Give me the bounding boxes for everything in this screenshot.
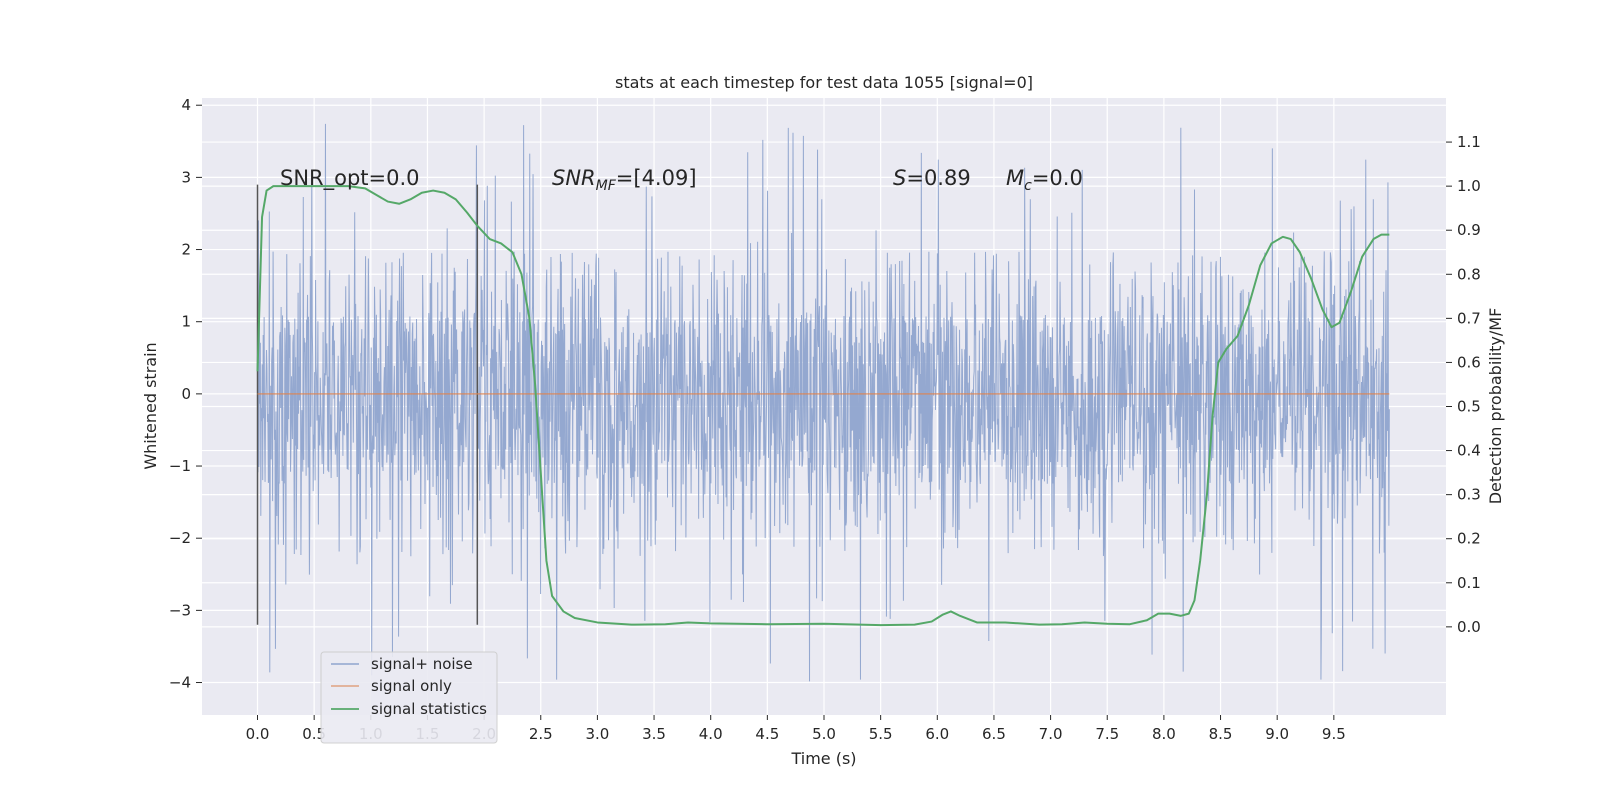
mc-sub: c — [1024, 178, 1032, 194]
s-symbol: S — [893, 166, 906, 190]
y-left-tick-label: −1 — [169, 457, 191, 475]
x-tick-label: 5.0 — [812, 725, 836, 743]
y-right-tick-label: 0.4 — [1457, 442, 1481, 460]
y-left-axis-ticks: 4 3 2 1 0 −1 −2 −3 −4 — [169, 96, 202, 692]
x-tick-label: 7.5 — [1095, 725, 1119, 743]
y-right-tick-label: 0.7 — [1457, 309, 1481, 327]
x-tick-label: 7.0 — [1039, 725, 1063, 743]
signal-statistics-series — [256, 185, 1390, 627]
y-left-tick-label: −4 — [169, 674, 191, 692]
snr-mf-value: =[4.09] — [616, 166, 697, 190]
snr-mf-main: SNR — [552, 166, 596, 190]
x-tick-label: 0.0 — [246, 725, 270, 743]
y-right-axis-label: Detection probability/MF — [1486, 308, 1505, 505]
x-tick-label: 9.5 — [1322, 725, 1346, 743]
y-right-tick-label: 0.8 — [1457, 265, 1481, 283]
x-tick-label: 9.0 — [1265, 725, 1289, 743]
x-tick-label: 8.5 — [1209, 725, 1233, 743]
legend-label-noise: signal+ noise — [371, 655, 473, 673]
legend: signal+ noise signal only signal statist… — [320, 651, 498, 744]
annotation-snr-mf: SNRMF=[4.09] — [552, 166, 697, 194]
legend-label-signal-only: signal only — [371, 677, 452, 695]
chart-title: stats at each timestep for test data 105… — [615, 73, 1033, 92]
y-left-tick-label: −3 — [169, 601, 191, 619]
y-left-tick-label: −2 — [169, 529, 191, 547]
y-left-tick-label: 0 — [181, 385, 191, 403]
y-left-tick-label: 4 — [181, 96, 191, 114]
x-tick-label: 6.5 — [982, 725, 1006, 743]
annotation-s: S=0.89 — [893, 166, 971, 190]
x-tick-label: 4.0 — [699, 725, 723, 743]
s-value: =0.89 — [906, 166, 970, 190]
x-tick-label: 8.0 — [1152, 725, 1176, 743]
x-tick-label: 2.5 — [529, 725, 553, 743]
y-left-tick-label: 1 — [181, 313, 191, 331]
x-tick-label: 6.0 — [925, 725, 949, 743]
legend-box — [320, 651, 498, 744]
annotation-snr-opt: SNR_opt=0.0 — [280, 166, 420, 191]
vertical-markers — [256, 184, 479, 625]
y-right-tick-label: 0.1 — [1457, 574, 1481, 592]
x-tick-label: 5.5 — [869, 725, 893, 743]
signal-plus-noise-line — [257, 123, 1390, 682]
y-right-tick-label: 0.6 — [1457, 353, 1481, 371]
y-right-tick-label: 1.0 — [1457, 177, 1481, 195]
mc-value: =0.0 — [1032, 166, 1083, 190]
y-right-axis-ticks: 1.1 1.0 0.9 0.8 0.7 0.6 0.5 0.4 0.3 0.2 0.1 0.0 — [1446, 133, 1481, 636]
y-left-tick-label: 2 — [181, 241, 191, 259]
x-tick-label: 3.0 — [585, 725, 609, 743]
annotation-mc: Mc=0.0 — [1006, 166, 1083, 194]
y-right-tick-label: 0.3 — [1457, 486, 1481, 504]
x-tick-label: 4.5 — [755, 725, 779, 743]
mc-symbol: M — [1006, 166, 1024, 190]
x-tick-label: 3.5 — [642, 725, 666, 743]
y-right-tick-label: 0.5 — [1457, 398, 1481, 416]
y-right-tick-label: 0.2 — [1457, 530, 1481, 548]
legend-label-statistics: signal statistics — [371, 700, 487, 718]
y-left-tick-label: 3 — [181, 168, 191, 186]
y-left-axis-label: Whitened strain — [141, 342, 160, 469]
signal-plus-noise-series — [257, 123, 1390, 682]
snr-mf-sub: MF — [596, 178, 617, 194]
y-right-tick-label: 0.9 — [1457, 221, 1481, 239]
x-tick-label: 0.5 — [302, 725, 326, 743]
y-right-tick-label: 1.1 — [1457, 133, 1481, 151]
y-right-tick-label: 0.0 — [1457, 618, 1481, 636]
x-axis-label: Time (s) — [790, 749, 856, 768]
